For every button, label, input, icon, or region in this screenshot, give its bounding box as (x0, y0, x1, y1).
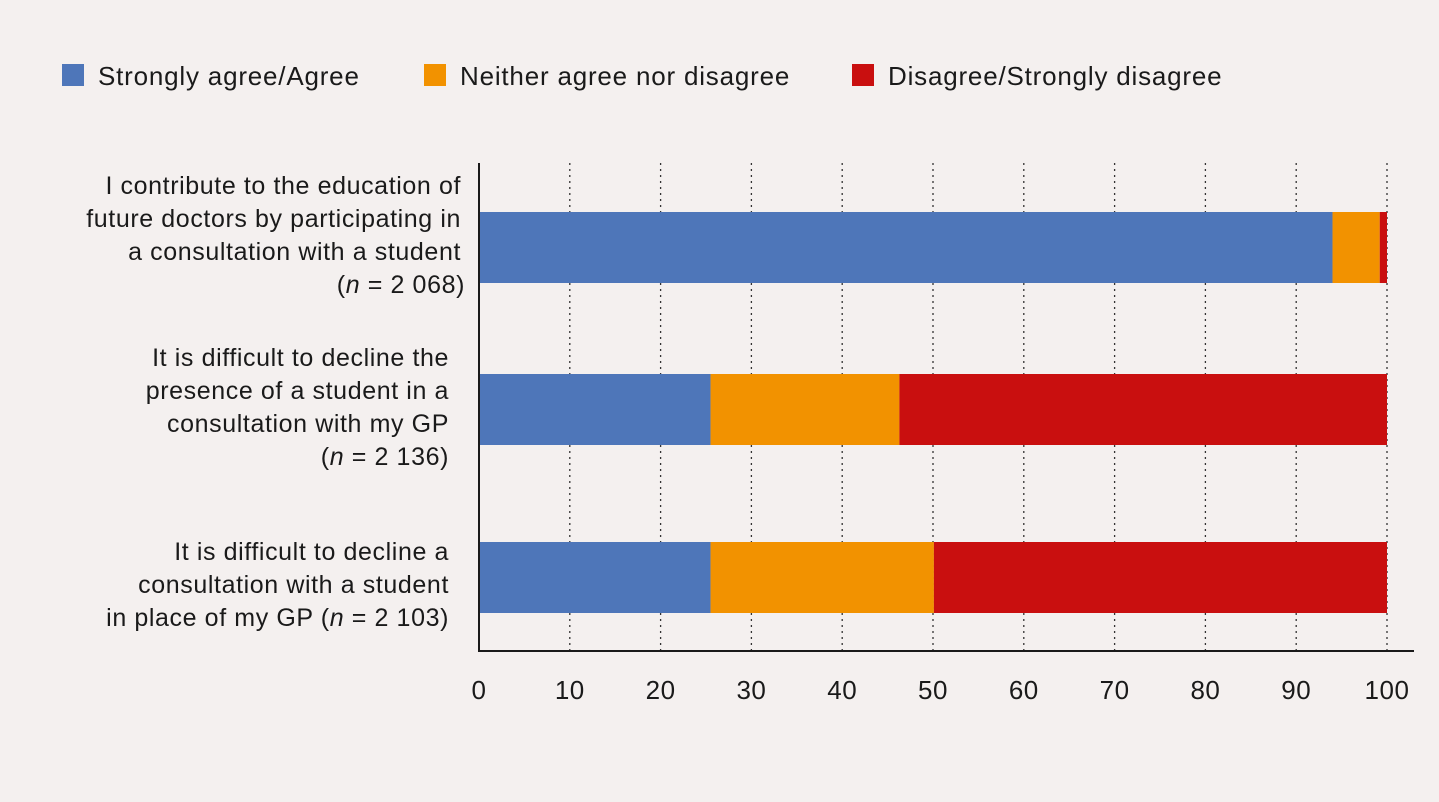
bar-segment (479, 212, 1333, 283)
x-tick-label: 70 (1100, 675, 1130, 705)
legend-label: Strongly agree/Agree (98, 61, 360, 91)
x-tick-label: 80 (1190, 675, 1220, 705)
category-n-label: in place of my GP (n = 2 103) (106, 604, 449, 632)
bar-segment (710, 542, 934, 613)
x-tick-label: 100 (1365, 675, 1410, 705)
legend-swatch (62, 64, 84, 86)
legend-swatch (852, 64, 874, 86)
n-label-part: ( (321, 443, 330, 471)
x-tick-label: 20 (646, 675, 676, 705)
bar-segment (1332, 212, 1380, 283)
bar-segment (899, 374, 1387, 445)
n-symbol: n (330, 604, 345, 632)
legend-swatch (424, 64, 446, 86)
n-label-part: = 2 068) (360, 271, 465, 299)
category-label-line: consultation with my GP (167, 410, 449, 438)
n-symbol: n (346, 271, 361, 299)
n-label-part: = 2 136) (344, 443, 449, 471)
x-tick-label: 30 (736, 675, 766, 705)
category-label-line: It is difficult to decline the (152, 344, 449, 372)
category-label-line: consultation with a student (138, 571, 449, 599)
category-label-line: presence of a student in a (146, 377, 449, 405)
category-label-line: It is difficult to decline a (174, 538, 449, 566)
category-n-label: (n = 2 136) (321, 443, 449, 471)
legend-label: Neither agree nor disagree (460, 61, 790, 91)
category-label-line: a consultation with a student (128, 238, 461, 266)
bar-segment (479, 374, 711, 445)
n-label-part: ( (337, 271, 346, 299)
x-tick-label: 60 (1009, 675, 1039, 705)
x-tick-label: 0 (472, 675, 487, 705)
n-label-part: in place of my GP ( (106, 604, 330, 632)
bar-segment (479, 542, 711, 613)
n-label-part: = 2 103) (344, 604, 449, 632)
bar-segment (710, 374, 900, 445)
n-symbol: n (330, 443, 345, 471)
category-label-line: I contribute to the education of (105, 172, 461, 200)
x-tick-label: 90 (1281, 675, 1311, 705)
category-n-label: (n = 2 068) (337, 271, 465, 299)
bar-segment (933, 542, 1387, 613)
x-tick-label: 40 (827, 675, 857, 705)
legend-label: Disagree/Strongly disagree (888, 61, 1222, 91)
category-label-line: future doctors by participating in (86, 205, 461, 233)
bar-segment (1379, 212, 1387, 283)
x-tick-label: 10 (555, 675, 585, 705)
x-tick-label: 50 (918, 675, 948, 705)
